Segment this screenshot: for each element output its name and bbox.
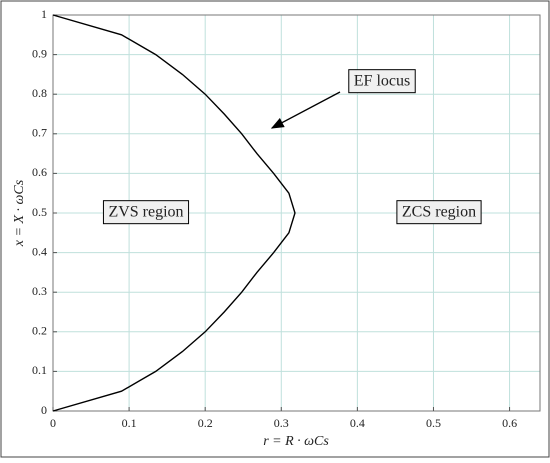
y-axis-label: x = X · ωCs [12,179,27,247]
annotation-text: ZVS region [108,204,183,221]
x-tick-label: 0.6 [502,416,517,430]
annotation-text: ZCS region [402,204,476,221]
y-tick-label: 0.6 [32,165,47,179]
annotation: EF locus [348,69,416,94]
y-tick-label: 1 [41,7,47,21]
y-tick-label: 0.1 [32,363,47,377]
y-tick-label: 0.9 [32,46,47,60]
y-tick-label: 0 [41,403,47,417]
x-axis-label: r = R · ωCs [263,434,329,449]
y-tick-label: 0.2 [32,324,47,338]
y-tick-label: 0.4 [32,244,47,258]
y-tick-label: 0.8 [32,86,47,100]
x-tick-label: 0.4 [350,416,365,430]
annotation: ZCS region [396,200,482,225]
annotation-arrow [270,91,341,129]
y-tick-label: 0.3 [32,284,47,298]
annotation-box [102,200,190,225]
x-tick-label: 0.3 [274,416,289,430]
x-tick-label: 0.2 [198,416,213,430]
annotation-box [348,69,416,94]
annotation-text: EF locus [354,73,410,90]
annotation-box [396,200,482,225]
curve [52,14,296,412]
y-tick-label: 0.5 [32,205,47,219]
x-tick-label: 0 [50,416,56,430]
x-tick-label: 0.1 [122,416,137,430]
annotation: ZVS region [102,200,190,225]
y-tick-label: 0.7 [32,126,47,140]
x-tick-label: 0.5 [426,416,441,430]
